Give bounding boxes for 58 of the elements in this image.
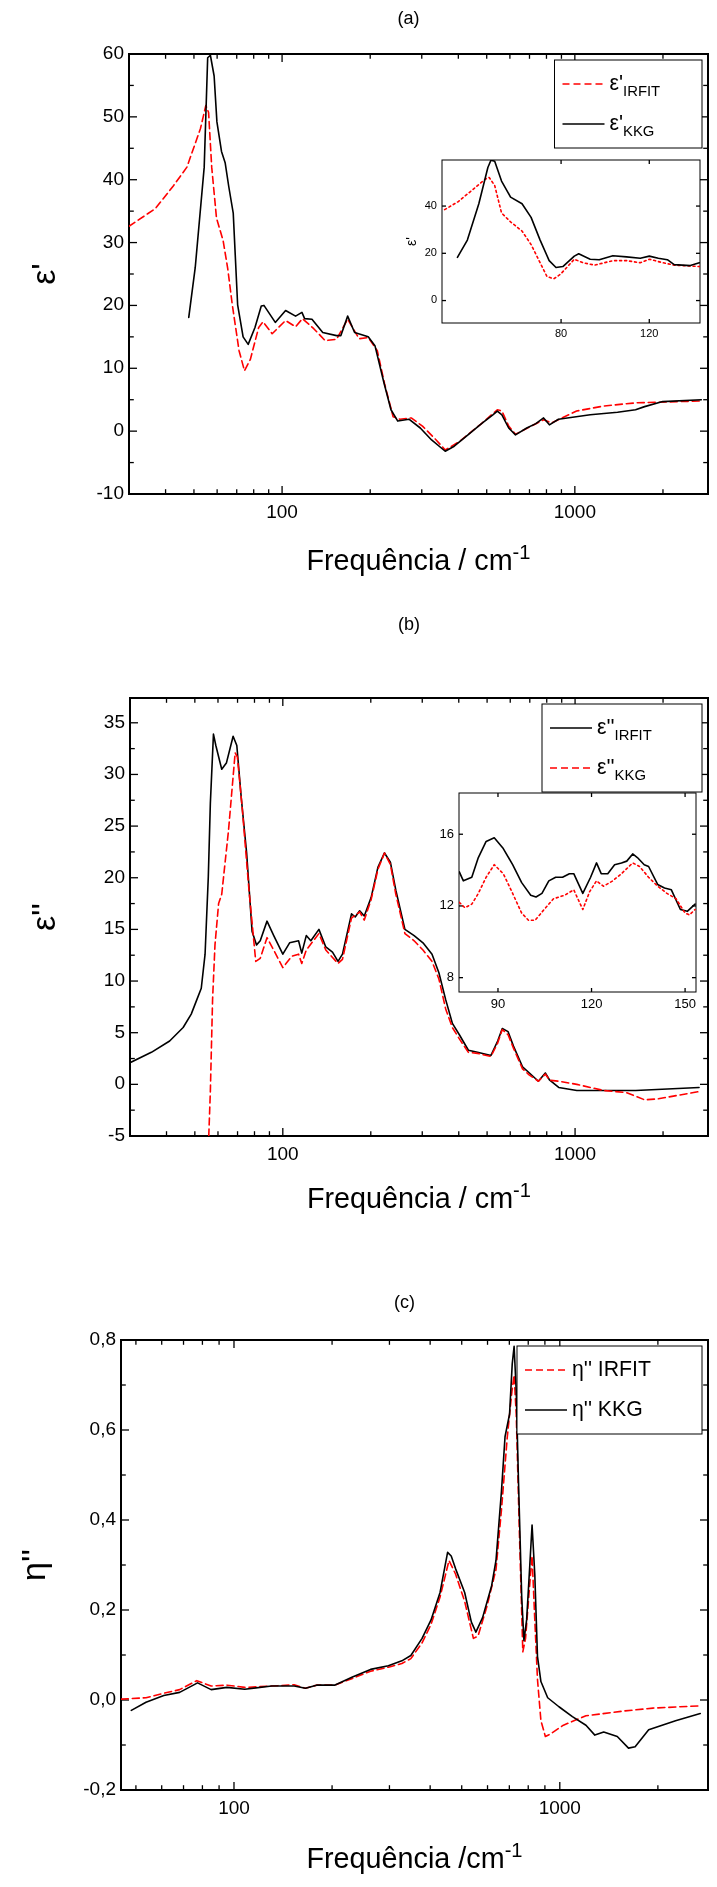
x-tick-label: 80 [554, 326, 568, 339]
legend-label: ε'$_{KKG}$ [609, 110, 655, 139]
legend-label: η'' KKG [572, 1396, 643, 1421]
y-tick-label: 30 [102, 230, 124, 252]
y-tick-label: 5 [114, 1020, 125, 1042]
y-tick-label: 0 [430, 293, 437, 306]
y-tick-label: -0,2 [83, 1778, 116, 1800]
legend-label: ε''$_{KKG}$ [597, 754, 646, 783]
x-tick-label: 100 [266, 1142, 299, 1164]
y-tick-label: 0,6 [89, 1418, 116, 1440]
y-tick-label: 20 [103, 865, 125, 887]
legend-label: η'' IRFIT [572, 1356, 651, 1381]
chart-title: (b) [398, 614, 420, 634]
y-tick-label: -5 [108, 1124, 125, 1146]
x-tick-label: 120 [640, 326, 659, 339]
line-series [459, 862, 696, 922]
y-tick-label: 30 [103, 762, 125, 784]
x-tick-label: 150 [674, 996, 696, 1012]
x-tick-label: 100 [266, 500, 298, 522]
x-axis-title: Frequência /cm$^{-1}$ [306, 1839, 523, 1874]
y-tick-label: 35 [103, 710, 125, 732]
y-tick-label: 0,0 [89, 1688, 116, 1710]
y-tick-label: 0,2 [89, 1598, 116, 1620]
x-tick-label: 100 [218, 1796, 250, 1818]
y-tick-label: 10 [102, 356, 124, 378]
y-tick-label: 0 [113, 419, 124, 441]
y-tick-label: 20 [102, 293, 124, 315]
line-series [443, 176, 700, 280]
chart-title: (c) [394, 1292, 415, 1312]
x-tick-label: 90 [490, 996, 506, 1012]
legend-label: ε''$_{IRFIT}$ [597, 714, 652, 743]
y-tick-label: 0,4 [89, 1508, 117, 1530]
x-tick-label: 120 [580, 996, 603, 1012]
y-tick-label: 8 [446, 969, 454, 985]
x-axis-title: Frequência / cm$^{-1}$ [306, 1179, 532, 1214]
y-axis-title: η'' [14, 1549, 52, 1581]
x-tick-label: 1000 [553, 500, 596, 522]
y-axis-title: ε' [403, 237, 419, 246]
x-tick-label: 1000 [553, 1142, 597, 1164]
y-tick-label: 10 [103, 969, 125, 991]
legend-label: ε'$_{IRFIT}$ [609, 70, 661, 99]
y-tick-label: 20 [424, 246, 437, 259]
chart-title: (a) [397, 8, 420, 28]
y-tick-label: 15 [103, 917, 125, 939]
y-tick-label: 16 [439, 825, 454, 841]
y-axis-title: ε' [24, 263, 62, 285]
y-tick-label: 0,8 [89, 1328, 116, 1350]
y-axis-title: ε'' [24, 902, 62, 932]
x-tick-label: 1000 [538, 1796, 581, 1818]
y-tick-label: 25 [103, 814, 125, 836]
x-axis-title: Frequência / cm$^{-1}$ [306, 541, 531, 576]
y-tick-label: 40 [102, 167, 124, 189]
y-tick-label: -10 [96, 482, 124, 504]
y-tick-label: 40 [424, 198, 437, 211]
y-tick-label: 60 [102, 42, 124, 64]
y-tick-label: 0 [114, 1072, 125, 1094]
y-tick-label: 12 [439, 897, 454, 913]
y-tick-label: 50 [102, 104, 124, 126]
